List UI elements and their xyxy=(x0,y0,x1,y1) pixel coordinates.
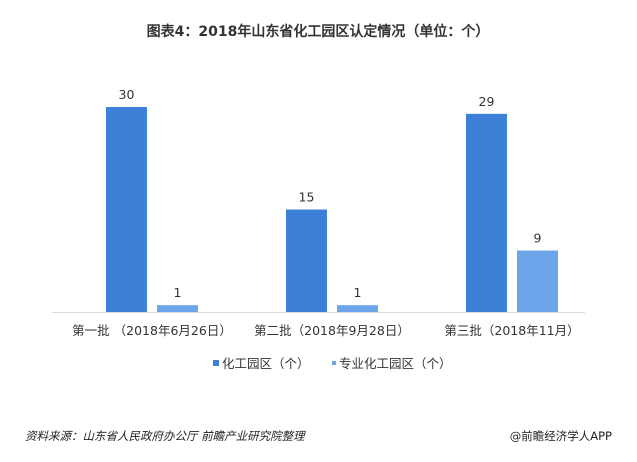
data-label: 9 xyxy=(534,231,542,246)
bar-specialized-park-3 xyxy=(517,250,558,312)
data-label: 29 xyxy=(479,94,495,109)
source-note: 资料来源：山东省人民政府办公厅 前瞻产业研究院整理 xyxy=(25,429,306,443)
credit: @前瞻经济学人APP xyxy=(510,429,612,443)
x-tick-label: 第一批 （2018年6月26日） xyxy=(72,323,232,338)
legend-label: 化工园区（个） xyxy=(222,356,310,371)
legend-swatch xyxy=(213,360,219,366)
data-label: 15 xyxy=(299,190,315,205)
legend: 化工园区（个） 专业化工园区（个） xyxy=(213,356,452,371)
legend-label: 专业化工园区（个） xyxy=(339,356,452,371)
bar-specialized-park-1 xyxy=(157,305,198,312)
data-label: 30 xyxy=(119,87,135,102)
x-tick-label: 第二批（2018年9月28日） xyxy=(254,323,410,338)
bar-specialized-park-2 xyxy=(337,305,378,312)
legend-swatch xyxy=(332,361,336,365)
bar-chemical-park-2 xyxy=(286,209,327,312)
x-tick-label: 第三批（2018年11月） xyxy=(444,323,579,338)
bar-chemical-park-3 xyxy=(466,113,507,312)
chart-title: 图表4：2018年山东省化工园区认定情况（单位：个） xyxy=(147,23,490,40)
bar-chemical-park-1 xyxy=(106,107,147,312)
data-label: 1 xyxy=(174,285,182,300)
data-label: 1 xyxy=(354,285,362,300)
